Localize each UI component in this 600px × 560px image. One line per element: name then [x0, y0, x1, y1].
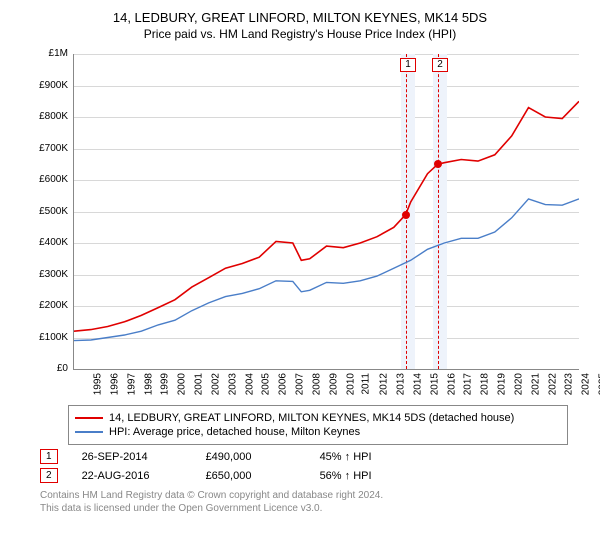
sale-marker: 1 — [40, 449, 58, 464]
x-axis-label: 2010 — [345, 373, 356, 395]
x-axis-label: 2007 — [294, 373, 305, 395]
x-axis-label: 2003 — [227, 373, 238, 395]
sale-marker: 2 — [40, 468, 58, 483]
x-axis-label: 2011 — [361, 373, 372, 395]
copyright-line-1: Contains HM Land Registry data © Crown c… — [40, 489, 568, 502]
x-axis-label: 2008 — [311, 373, 322, 395]
x-axis-label: 2019 — [496, 373, 507, 395]
x-axis-label: 2018 — [479, 373, 490, 395]
x-axis-label: 2023 — [564, 373, 575, 395]
y-axis-label: £600K — [28, 174, 68, 185]
y-axis-label: £200K — [28, 300, 68, 311]
chart-subtitle: Price paid vs. HM Land Registry's House … — [8, 27, 592, 41]
x-axis-label: 1998 — [143, 373, 154, 395]
y-axis-label: £700K — [28, 143, 68, 154]
x-axis-label: 2016 — [446, 373, 457, 395]
chart-title: 14, LEDBURY, GREAT LINFORD, MILTON KEYNE… — [8, 10, 592, 25]
series-property — [74, 101, 579, 331]
series-svg — [74, 54, 579, 369]
x-axis-label: 2017 — [463, 373, 474, 395]
sale-price: £490,000 — [206, 451, 296, 463]
x-axis-label: 2014 — [412, 373, 423, 395]
legend-label: 14, LEDBURY, GREAT LINFORD, MILTON KEYNE… — [109, 412, 514, 424]
series-hpi — [74, 199, 579, 341]
sale-date: 22-AUG-2016 — [82, 470, 182, 482]
legend-item: 14, LEDBURY, GREAT LINFORD, MILTON KEYNE… — [75, 412, 561, 424]
x-axis-label: 2021 — [530, 373, 541, 395]
legend-label: HPI: Average price, detached house, Milt… — [109, 426, 360, 438]
legend-swatch — [75, 431, 103, 433]
sale-delta: 56% ↑ HPI — [320, 470, 372, 482]
sale-price: £650,000 — [206, 470, 296, 482]
x-axis-label: 2024 — [580, 373, 591, 395]
x-axis-label: 2006 — [277, 373, 288, 395]
sale-row: 2 22-AUG-2016 £650,000 56% ↑ HPI — [40, 468, 568, 483]
x-axis-label: 2005 — [261, 373, 272, 395]
sales-table: 1 26-SEP-2014 £490,000 45% ↑ HPI 2 22-AUG-201… — [40, 449, 568, 483]
copyright: Contains HM Land Registry data © Crown c… — [40, 489, 568, 515]
legend-swatch — [75, 417, 103, 419]
x-axis-label: 2001 — [193, 373, 204, 395]
sale-delta: 45% ↑ HPI — [320, 451, 372, 463]
y-axis-label: £500K — [28, 206, 68, 217]
x-axis-label: 2004 — [244, 373, 255, 395]
y-axis-label: £1M — [28, 48, 68, 59]
y-axis-label: £300K — [28, 269, 68, 280]
sale-date: 26-SEP-2014 — [82, 451, 182, 463]
legend: 14, LEDBURY, GREAT LINFORD, MILTON KEYNE… — [68, 405, 568, 445]
x-axis-label: 1999 — [160, 373, 171, 395]
x-axis-label: 2015 — [429, 373, 440, 395]
y-axis-label: £0 — [28, 363, 68, 374]
x-axis-label: 2012 — [378, 373, 389, 395]
x-axis-label: 2002 — [210, 373, 221, 395]
x-axis-label: 2022 — [547, 373, 558, 395]
y-axis-label: £900K — [28, 80, 68, 91]
y-axis-label: £800K — [28, 111, 68, 122]
chart-container: 14, LEDBURY, GREAT LINFORD, MILTON KEYNE… — [0, 0, 600, 523]
y-axis-label: £100K — [28, 332, 68, 343]
x-axis-label: 1995 — [92, 373, 103, 395]
x-axis-label: 2020 — [513, 373, 524, 395]
sale-row: 1 26-SEP-2014 £490,000 45% ↑ HPI — [40, 449, 568, 464]
y-axis-label: £400K — [28, 237, 68, 248]
legend-item: HPI: Average price, detached house, Milt… — [75, 426, 561, 438]
x-axis-label: 1997 — [126, 373, 137, 395]
x-axis-label: 1996 — [109, 373, 120, 395]
x-axis-label: 2009 — [328, 373, 339, 395]
plot-region: 12 — [73, 54, 579, 370]
x-axis-label: 2013 — [395, 373, 406, 395]
chart-area: 12 £0 £100K £200K £300K £400K £500K £600K £700K… — [28, 49, 588, 399]
x-axis-label: 2000 — [176, 373, 187, 395]
copyright-line-2: This data is licensed under the Open Gov… — [40, 502, 568, 515]
